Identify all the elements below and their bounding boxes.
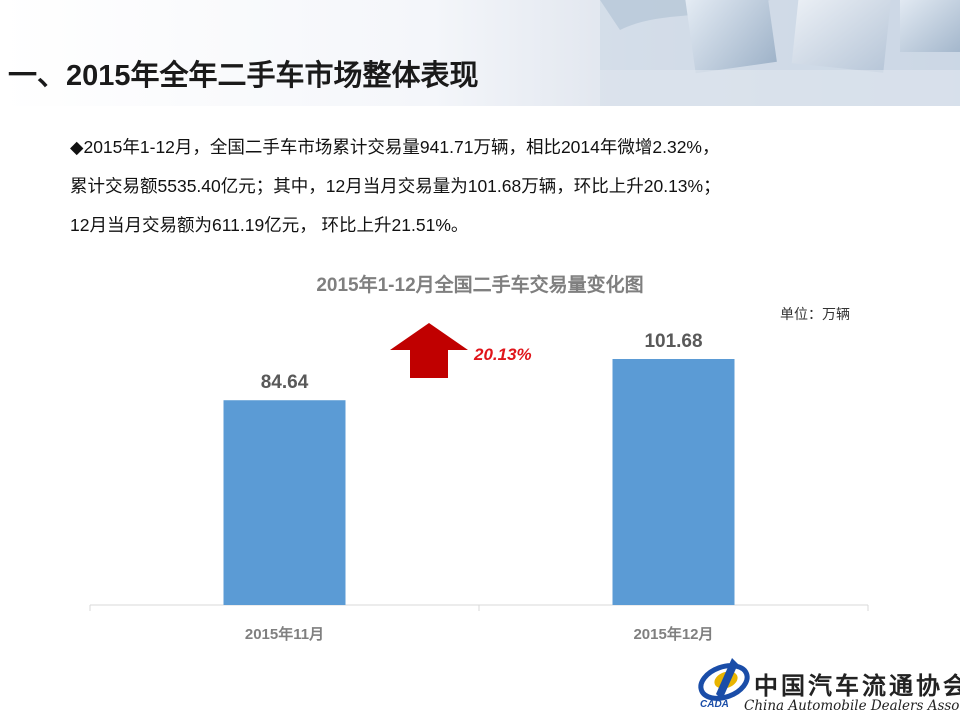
header-band: 一、2015年全年二手车市场整体表现 — [0, 0, 960, 106]
logo-name-en: China Automobile Dealers Association — [744, 698, 960, 714]
category-label-2: 2015年12月 — [633, 625, 713, 643]
summary-text: ◆2015年1-12月，全国二手车市场累计交易量941.71万辆，相比2014年… — [70, 128, 900, 245]
summary-line-3: 12月当月交易额为611.19亿元， 环比上升21.51%。 — [70, 215, 469, 235]
growth-annotation: 20.13% — [474, 345, 532, 364]
cada-emblem-icon — [698, 658, 750, 701]
summary-line-2: 累计交易额5535.40亿元；其中，12月当月交易量为101.68万辆，环比上升… — [70, 176, 721, 196]
bar-1 — [223, 400, 346, 605]
logo-name-cn: 中国汽车流通协会 — [754, 671, 960, 700]
data-label-2: 101.68 — [644, 331, 702, 352]
logo-abbr: CADA — [700, 699, 729, 710]
bar-2 — [612, 359, 735, 605]
cada-logo: CADA 中国汽车流通协会 China Automobile Dealers A… — [696, 656, 960, 720]
summary-line-1: ◆2015年1-12月，全国二手车市场累计交易量941.71万辆，相比2014年… — [70, 137, 720, 157]
data-label-1: 84.64 — [261, 372, 309, 393]
page-title: 一、2015年全年二手车市场整体表现 — [8, 60, 479, 92]
chart-title: 2015年1-12月全国二手车交易量变化图 — [316, 275, 644, 296]
header-decoration-image — [600, 0, 960, 106]
up-arrow-icon — [390, 323, 468, 378]
category-label-1: 2015年11月 — [245, 625, 324, 643]
unit-label: 单位：万辆 — [780, 306, 850, 322]
